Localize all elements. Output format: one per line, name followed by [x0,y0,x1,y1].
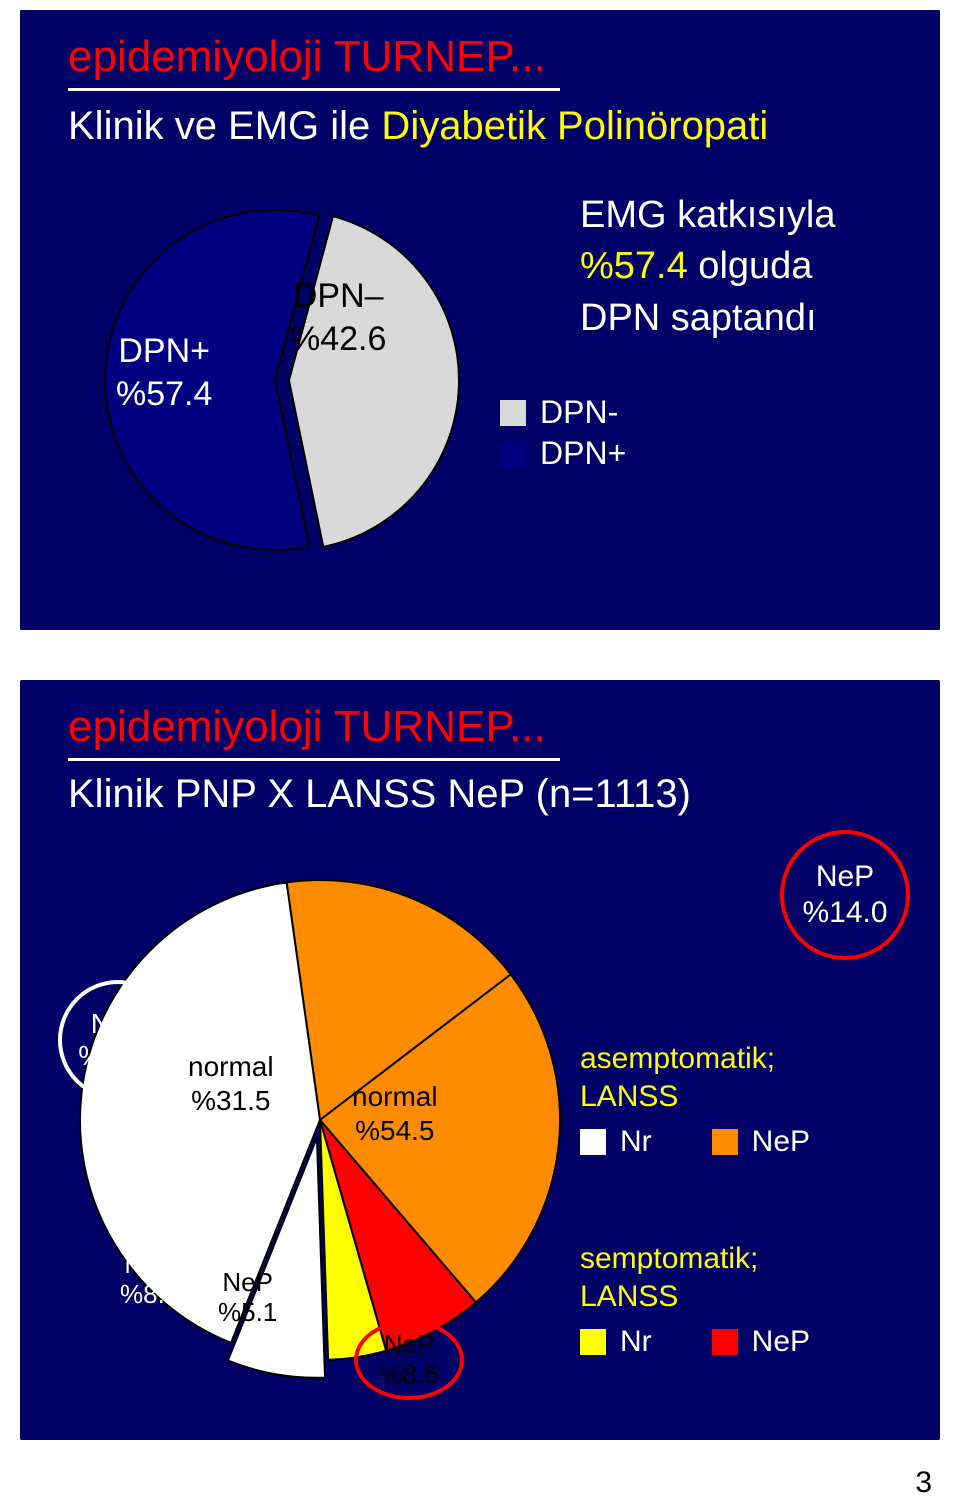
legend-swatch [712,1329,738,1355]
nep51-label: NeP [222,1267,273,1297]
pie1-label-dpn-plus: DPN+ %57.4 [116,330,212,415]
pie1-label-minus-pct: %42.6 [290,320,386,358]
badge-nep-8-6: NeP %8.6 [354,1320,464,1400]
page-number: 3 [915,1466,932,1500]
legend-swatch [580,1129,606,1155]
label-normal-54-5: normal %54.5 [352,1080,438,1147]
legend-item: DPN+ [500,435,626,472]
subtitle-prefix: Klinik ve EMG ile [68,104,370,148]
legend-swatch [500,400,526,426]
legend-slide1: DPN- DPN+ [500,390,626,476]
slide2-subtitle: Klinik PNP X LANSS NeP (n=1113) [68,772,691,817]
n545-label: normal [352,1081,438,1112]
legend-b-row: Nr NeP [580,1325,810,1359]
legend-item: DPN- [500,394,626,431]
emg-line2-rest: olguda [688,245,813,287]
n315-label: normal [188,1051,274,1082]
nep89-pct: %8.9 [120,1279,179,1309]
emg-line3: DPN saptandı [580,293,836,344]
nep86-pct: %8.6 [379,1359,438,1389]
legend-label: NeP [752,1325,810,1359]
legend-label: Nr [620,1125,652,1159]
slide1-title: epidemiyoloji TURNEP... [68,32,560,91]
legend-item: Nr [580,1125,652,1159]
legend-semptomatik: semptomatik; LANSS Nr NeP [580,1240,810,1359]
pie1-label-minus-name: DPN– [293,277,384,315]
emg-info-text: EMG katkısıyla %57.4 olguda DPN saptandı [580,190,836,344]
slide1-subtitle: Klinik ve EMG ile Diyabetik Polinöropati [68,104,768,149]
label-normal-31-5: normal %31.5 [188,1050,274,1117]
legend-swatch [712,1129,738,1155]
legend-item: NeP [712,1125,810,1159]
n315-pct: %31.5 [191,1085,270,1116]
nep14-pct: %14.0 [802,896,887,929]
legend-a-row: Nr NeP [580,1125,810,1159]
nep22-pct: %22.0 [78,1040,157,1071]
pie-slice [289,216,459,547]
legend-label: NeP [752,1125,810,1159]
nep89-label: NeP [124,1249,175,1279]
pie1-label-dpn-minus: DPN– %42.6 [290,275,386,360]
legend-asemptomatik: asemptomatik; LANSS Nr NeP [580,1040,810,1159]
slide-1-inner: epidemiyoloji TURNEP... Klinik ve EMG il… [20,10,940,630]
legend-swatch [580,1329,606,1355]
nep14-label: NeP [816,860,874,893]
badge-nep-22: NeP %22.0 [58,980,178,1100]
pie1-label-plus-name: DPN+ [118,332,210,370]
legend-a-hdr1: asemptomatik; [580,1040,810,1078]
legend-b-hdr2: LANSS [580,1278,810,1316]
nep51-pct: %5.1 [218,1297,277,1327]
slide2-title: epidemiyoloji TURNEP... [68,702,560,761]
label-nep-8-9: NeP %8.9 [120,1250,179,1310]
nep22-label: NeP [91,1008,145,1039]
label-nep-5-1: NeP %5.1 [218,1268,277,1328]
legend-label: DPN+ [540,435,626,472]
page: epidemiyoloji TURNEP... Klinik ve EMG il… [0,10,960,1510]
emg-pct: %57.4 [580,245,688,287]
legend-label: DPN- [540,394,618,431]
pie1-label-plus-pct: %57.4 [116,375,212,413]
slide-1: epidemiyoloji TURNEP... Klinik ve EMG il… [20,10,940,630]
legend-label: Nr [620,1325,652,1359]
slide-2: epidemiyoloji TURNEP... Klinik PNP X LAN… [20,680,940,1440]
badge-nep-14: NeP %14.0 [780,830,910,960]
emg-line1: EMG katkısıyla [580,190,836,241]
n545-pct: %54.5 [355,1115,434,1146]
legend-item: Nr [580,1325,652,1359]
legend-a-hdr2: LANSS [580,1078,810,1116]
nep86-label: NeP [384,1329,435,1359]
legend-item: NeP [712,1325,810,1359]
legend-b-hdr1: semptomatik; [580,1240,810,1278]
emg-line2: %57.4 olguda [580,241,836,292]
legend-swatch [500,441,526,467]
slide-2-inner: epidemiyoloji TURNEP... Klinik PNP X LAN… [20,680,940,1440]
subtitle-emph: Diyabetik Polinöropati [370,104,768,148]
